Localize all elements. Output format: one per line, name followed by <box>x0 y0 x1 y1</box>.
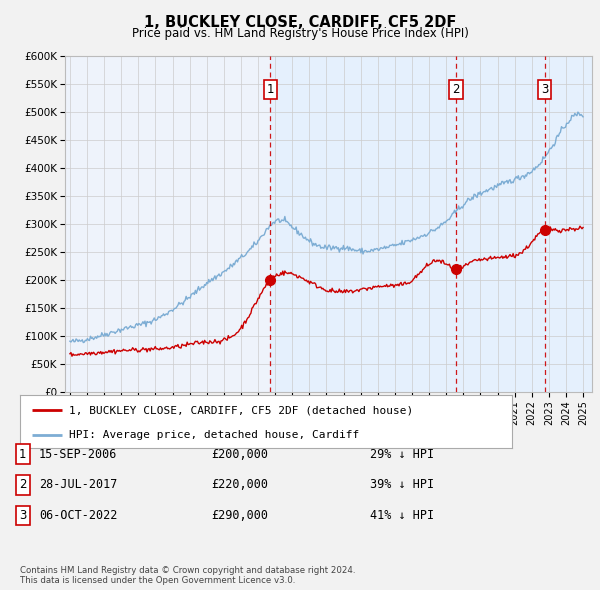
Text: 2: 2 <box>452 83 460 96</box>
Text: 1, BUCKLEY CLOSE, CARDIFF, CF5 2DF: 1, BUCKLEY CLOSE, CARDIFF, CF5 2DF <box>144 15 456 30</box>
Text: 41% ↓ HPI: 41% ↓ HPI <box>370 509 434 522</box>
Text: £290,000: £290,000 <box>212 509 269 522</box>
Bar <box>270 56 456 392</box>
Text: £220,000: £220,000 <box>212 478 269 491</box>
Text: HPI: Average price, detached house, Cardiff: HPI: Average price, detached house, Card… <box>69 430 359 440</box>
Text: 1: 1 <box>266 83 274 96</box>
Text: 29% ↓ HPI: 29% ↓ HPI <box>370 448 434 461</box>
Text: £200,000: £200,000 <box>212 448 269 461</box>
Text: 1, BUCKLEY CLOSE, CARDIFF, CF5 2DF (detached house): 1, BUCKLEY CLOSE, CARDIFF, CF5 2DF (deta… <box>69 405 413 415</box>
Text: Price paid vs. HM Land Registry's House Price Index (HPI): Price paid vs. HM Land Registry's House … <box>131 27 469 40</box>
Text: 28-JUL-2017: 28-JUL-2017 <box>39 478 117 491</box>
Text: 15-SEP-2006: 15-SEP-2006 <box>39 448 117 461</box>
Text: 06-OCT-2022: 06-OCT-2022 <box>39 509 117 522</box>
Text: Contains HM Land Registry data © Crown copyright and database right 2024.
This d: Contains HM Land Registry data © Crown c… <box>20 566 355 585</box>
Text: 3: 3 <box>19 509 26 522</box>
Text: 1: 1 <box>19 448 26 461</box>
Text: 2: 2 <box>19 478 26 491</box>
Bar <box>545 56 592 392</box>
Bar <box>456 56 545 392</box>
Text: 3: 3 <box>541 83 548 96</box>
Text: 39% ↓ HPI: 39% ↓ HPI <box>370 478 434 491</box>
